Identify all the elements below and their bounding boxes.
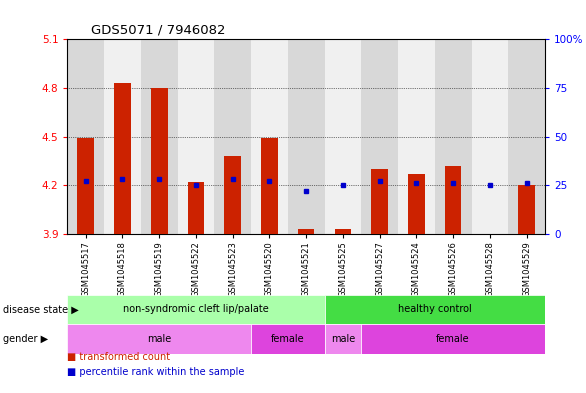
Bar [325, 324, 362, 354]
Bar [77, 138, 94, 234]
Bar [372, 169, 388, 234]
Bar [251, 39, 288, 234]
Bar [519, 185, 535, 234]
Bar [435, 39, 472, 234]
Bar [472, 39, 508, 234]
Bar [67, 295, 325, 324]
Bar [325, 295, 545, 324]
Text: male: male [331, 334, 355, 344]
Bar [325, 39, 362, 234]
Bar [251, 324, 325, 354]
Text: ■ percentile rank within the sample: ■ percentile rank within the sample [67, 367, 245, 377]
Text: gender ▶: gender ▶ [3, 334, 48, 344]
Bar [508, 39, 545, 234]
Text: GDS5071 / 7946082: GDS5071 / 7946082 [91, 24, 226, 37]
Bar [408, 174, 425, 234]
Bar [335, 229, 351, 234]
Text: ■ transformed count: ■ transformed count [67, 353, 171, 362]
Text: female: female [437, 334, 470, 344]
Text: male: male [147, 334, 171, 344]
Bar [298, 229, 315, 234]
Bar [224, 156, 241, 234]
Text: disease state ▶: disease state ▶ [3, 305, 79, 314]
Bar [67, 324, 251, 354]
Bar [445, 166, 461, 234]
Bar [67, 39, 104, 234]
Bar [398, 39, 435, 234]
Text: healthy control: healthy control [398, 305, 472, 314]
Bar [362, 39, 398, 234]
Bar [362, 324, 545, 354]
Bar [104, 39, 141, 234]
Bar [141, 39, 178, 234]
Bar [188, 182, 205, 234]
Text: non-syndromic cleft lip/palate: non-syndromic cleft lip/palate [123, 305, 269, 314]
Bar [151, 88, 168, 234]
Text: female: female [271, 334, 305, 344]
Bar [178, 39, 214, 234]
Bar [114, 83, 131, 234]
Bar [214, 39, 251, 234]
Bar [261, 138, 278, 234]
Bar [288, 39, 325, 234]
